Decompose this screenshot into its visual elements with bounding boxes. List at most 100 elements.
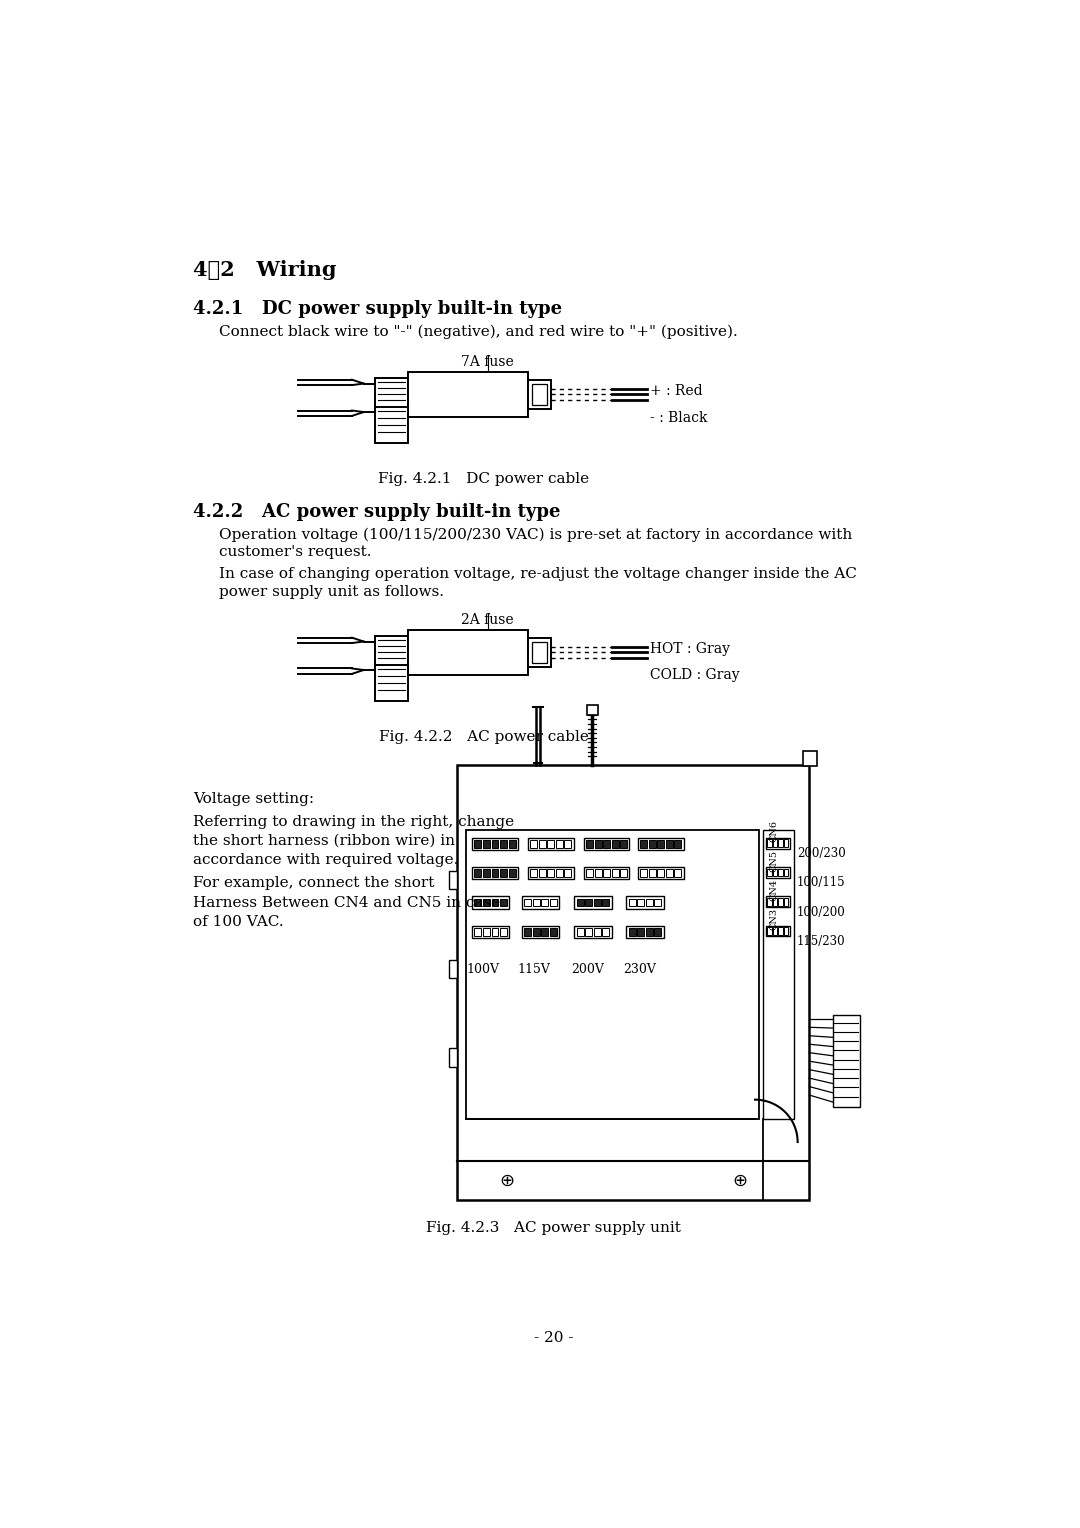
Text: power supply unit as follows.: power supply unit as follows. xyxy=(218,585,444,599)
Polygon shape xyxy=(611,869,619,877)
Polygon shape xyxy=(779,868,783,877)
Polygon shape xyxy=(646,898,652,906)
Polygon shape xyxy=(408,371,528,417)
Polygon shape xyxy=(500,927,507,935)
Polygon shape xyxy=(586,869,593,877)
Polygon shape xyxy=(649,869,656,877)
Polygon shape xyxy=(586,704,597,715)
Polygon shape xyxy=(474,898,482,906)
Polygon shape xyxy=(768,839,772,847)
Polygon shape xyxy=(603,898,609,906)
Text: 115V: 115V xyxy=(517,963,551,975)
Text: - : Black: - : Black xyxy=(650,411,707,425)
Text: Voltage setting:: Voltage setting: xyxy=(193,792,314,805)
Polygon shape xyxy=(550,898,556,906)
Polygon shape xyxy=(530,840,537,848)
Polygon shape xyxy=(539,869,545,877)
Polygon shape xyxy=(779,839,783,847)
Polygon shape xyxy=(784,839,788,847)
Polygon shape xyxy=(603,869,610,877)
Polygon shape xyxy=(583,837,630,850)
Text: ⊕: ⊕ xyxy=(732,1172,747,1189)
Polygon shape xyxy=(530,869,537,877)
Polygon shape xyxy=(472,866,517,880)
Polygon shape xyxy=(583,866,630,880)
Polygon shape xyxy=(666,869,673,877)
Polygon shape xyxy=(674,840,681,848)
Text: CN5: CN5 xyxy=(770,850,779,872)
Polygon shape xyxy=(524,898,531,906)
Polygon shape xyxy=(541,927,548,935)
Polygon shape xyxy=(768,868,772,877)
Polygon shape xyxy=(474,927,482,935)
Polygon shape xyxy=(629,898,636,906)
Text: 4．2   Wiring: 4．2 Wiring xyxy=(193,260,337,280)
Polygon shape xyxy=(585,898,592,906)
Polygon shape xyxy=(556,869,563,877)
Text: Fig. 4.2.3   AC power supply unit: Fig. 4.2.3 AC power supply unit xyxy=(427,1221,680,1235)
Text: + : Red: + : Red xyxy=(650,384,703,397)
Polygon shape xyxy=(585,927,592,935)
Polygon shape xyxy=(522,897,559,909)
Polygon shape xyxy=(649,840,656,848)
Polygon shape xyxy=(620,840,627,848)
Text: 4.2.2   AC power supply built-in type: 4.2.2 AC power supply built-in type xyxy=(193,503,561,521)
Polygon shape xyxy=(528,380,551,410)
Polygon shape xyxy=(575,926,611,938)
Polygon shape xyxy=(768,898,772,906)
Text: For example, connect the short: For example, connect the short xyxy=(193,877,434,891)
Polygon shape xyxy=(375,377,408,414)
Polygon shape xyxy=(654,927,661,935)
Polygon shape xyxy=(626,897,663,909)
Text: 4.2.1   DC power supply built-in type: 4.2.1 DC power supply built-in type xyxy=(193,301,563,318)
Text: 230V: 230V xyxy=(623,963,656,975)
Polygon shape xyxy=(611,840,619,848)
Text: COLD : Gray: COLD : Gray xyxy=(650,668,740,683)
Polygon shape xyxy=(539,840,545,848)
Polygon shape xyxy=(449,1048,457,1067)
Text: Referring to drawing in the right, change: Referring to drawing in the right, chang… xyxy=(193,814,514,828)
Polygon shape xyxy=(575,897,611,909)
Polygon shape xyxy=(509,840,515,848)
Polygon shape xyxy=(626,926,663,938)
Polygon shape xyxy=(773,839,778,847)
Polygon shape xyxy=(532,927,540,935)
Polygon shape xyxy=(766,837,789,848)
Polygon shape xyxy=(500,898,507,906)
Text: customer's request.: customer's request. xyxy=(218,545,372,559)
Polygon shape xyxy=(666,840,673,848)
Polygon shape xyxy=(556,840,563,848)
Polygon shape xyxy=(766,897,789,908)
Polygon shape xyxy=(784,868,788,877)
Polygon shape xyxy=(766,866,789,879)
Polygon shape xyxy=(457,764,809,1199)
Polygon shape xyxy=(762,830,794,1118)
Polygon shape xyxy=(491,927,499,935)
Polygon shape xyxy=(629,927,636,935)
Polygon shape xyxy=(768,927,772,935)
Polygon shape xyxy=(779,927,783,935)
Polygon shape xyxy=(577,927,583,935)
Polygon shape xyxy=(654,898,661,906)
Polygon shape xyxy=(640,869,647,877)
Polygon shape xyxy=(532,898,540,906)
Polygon shape xyxy=(483,898,490,906)
Polygon shape xyxy=(638,866,684,880)
Polygon shape xyxy=(773,868,778,877)
Polygon shape xyxy=(577,898,583,906)
Text: 100/115: 100/115 xyxy=(797,877,846,889)
Text: 200/230: 200/230 xyxy=(797,847,846,860)
Text: Fig. 4.2.2   AC power cable: Fig. 4.2.2 AC power cable xyxy=(379,730,589,744)
Polygon shape xyxy=(594,927,600,935)
Polygon shape xyxy=(595,840,602,848)
Text: Connect black wire to "-" (negative), and red wire to "+" (positive).: Connect black wire to "-" (negative), an… xyxy=(218,324,738,339)
Polygon shape xyxy=(449,871,457,889)
Polygon shape xyxy=(500,840,507,848)
Polygon shape xyxy=(528,637,551,666)
Polygon shape xyxy=(472,897,510,909)
Polygon shape xyxy=(474,840,482,848)
Text: 100/200: 100/200 xyxy=(797,906,846,918)
Polygon shape xyxy=(548,869,554,877)
Polygon shape xyxy=(784,898,788,906)
Polygon shape xyxy=(483,869,490,877)
